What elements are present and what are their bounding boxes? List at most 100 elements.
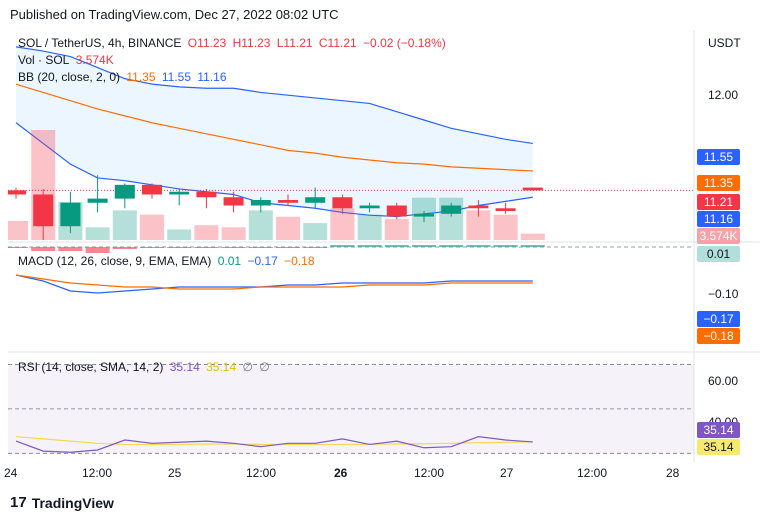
candle-body	[142, 184, 162, 195]
high-value: H11.23	[232, 36, 271, 50]
volume-bar	[112, 210, 137, 240]
bb-legend: BB (20, close, 2, 0) 11.35 11.55 11.16	[18, 70, 230, 84]
macd-legend: MACD (12, 26, close, 9, EMA, EMA) 0.01 −…	[18, 254, 318, 268]
time-tick-label: 12:00	[246, 466, 277, 480]
candle-body	[332, 197, 353, 209]
bb-lower-badge: 11.16	[697, 211, 740, 227]
volume-bar	[85, 227, 110, 240]
candle-body	[223, 197, 244, 206]
time-tick-label: 25	[168, 466, 182, 480]
candle-body	[87, 198, 108, 203]
rsi-line	[15, 436, 533, 453]
time-tick-label: 24	[4, 466, 18, 480]
time-tick-label: 28	[666, 466, 680, 480]
volume-bar	[357, 214, 382, 240]
candle-body	[169, 191, 190, 195]
volume-badge: 3.574K	[697, 228, 740, 244]
macd-label: MACD (12, 26, close, 9, EMA, EMA)	[18, 254, 212, 268]
candle-body	[60, 202, 81, 227]
macd-line	[15, 274, 533, 294]
macd-hist-bar	[303, 247, 328, 248]
candle-body	[386, 205, 407, 217]
macd-signal-value: −0.18	[284, 254, 315, 268]
macd-hist-badge: 0.01	[697, 246, 740, 262]
macd-hist-bar	[357, 245, 382, 247]
candle-body	[196, 191, 217, 198]
bb-fill	[16, 46, 533, 217]
volume-bar	[384, 218, 409, 240]
candle-body	[441, 205, 462, 214]
low-value: L11.21	[276, 36, 313, 50]
bb-lower-value: 11.16	[197, 70, 227, 84]
close-value: C11.21	[318, 36, 357, 50]
macd-hist-value: 0.01	[217, 254, 242, 268]
bb-middle-line	[15, 83, 533, 172]
candle-body	[468, 205, 489, 209]
rsi-extra-1: ∅	[242, 360, 253, 374]
candle-body	[359, 205, 380, 209]
rsi-extra-2: ∅	[259, 360, 270, 374]
price-tick-12: 12.00	[708, 88, 739, 102]
rsi-badge: 35.14	[697, 422, 740, 438]
candle-body	[522, 187, 543, 191]
macd-hist-bar	[276, 247, 300, 248]
price-badge: 11.21	[697, 194, 740, 210]
macd-hist-bar	[167, 247, 192, 248]
macd-hist-bar	[31, 247, 56, 251]
macd-hist-bar	[493, 245, 518, 247]
macd-hist-bar	[412, 245, 436, 247]
tradingview-logo-text: TradingView	[31, 494, 114, 511]
macd-tick: −0.10	[708, 287, 739, 301]
candle-body	[114, 184, 135, 199]
bb-upper-badge: 11.55	[697, 149, 740, 165]
change-value: −0.02 (−0.18%)	[363, 36, 446, 50]
macd-line-badge: −0.17	[697, 311, 740, 327]
macd-hist-bar	[330, 245, 355, 247]
macd-signal-line	[15, 274, 533, 290]
rsi-tick-60: 60.00	[708, 374, 739, 388]
candle-body	[250, 200, 271, 206]
macd-hist-bar	[439, 245, 464, 247]
volume-bar	[493, 214, 518, 240]
macd-hist-bar	[85, 247, 110, 253]
published-caption: Published on TradingView.com, Dec 27, 20…	[10, 7, 339, 22]
macd-hist-bar	[466, 245, 491, 247]
macd-line-value: −0.17	[247, 254, 278, 268]
macd-hist-bar	[520, 245, 545, 247]
candle-body	[305, 197, 326, 203]
rsi-ma-value: 35.14	[206, 360, 237, 374]
time-tick-label: 26	[334, 466, 348, 480]
candle-body	[495, 208, 516, 212]
volume-bar	[303, 223, 328, 240]
rsi-label: RSI (14, close, SMA, 14, 2)	[18, 360, 164, 374]
volume-bar	[221, 227, 246, 240]
macd-hist-bar	[194, 247, 219, 248]
bb-mid-badge: 11.35	[697, 175, 740, 191]
macd-hist-bar	[248, 247, 273, 248]
volume-bar	[194, 225, 219, 240]
currency-label: USDT	[708, 36, 741, 50]
tradingview-logo: 17 TradingView	[10, 494, 114, 511]
macd-hist-bar	[384, 245, 409, 247]
time-tick-label: 27	[500, 466, 514, 480]
rsi-ma-badge: 35.14	[697, 439, 740, 455]
tradingview-logo-icon: 17	[10, 494, 27, 511]
volume-bar	[520, 233, 545, 240]
macd-hist-bar	[221, 247, 246, 248]
time-tick-label: 12:00	[414, 466, 445, 480]
macd-signal-badge: −0.18	[697, 328, 740, 344]
volume-bar	[140, 214, 164, 240]
volume-bar	[167, 229, 192, 240]
candle-body	[278, 200, 298, 203]
symbol-label: SOL / TetherUS, 4h, BINANCE	[18, 36, 182, 50]
rsi-value: 35.14	[169, 360, 200, 374]
volume-value: 3.574K	[75, 53, 114, 67]
candle-body	[8, 190, 26, 195]
volume-bar	[276, 216, 300, 240]
volume-label: Vol · SOL	[18, 53, 70, 67]
bb-mid-value: 11.35	[126, 70, 156, 84]
bb-label: BB (20, close, 2, 0)	[18, 70, 121, 84]
time-tick-label: 12:00	[577, 466, 608, 480]
price-chart[interactable]	[8, 30, 760, 462]
candle-body	[33, 194, 54, 227]
